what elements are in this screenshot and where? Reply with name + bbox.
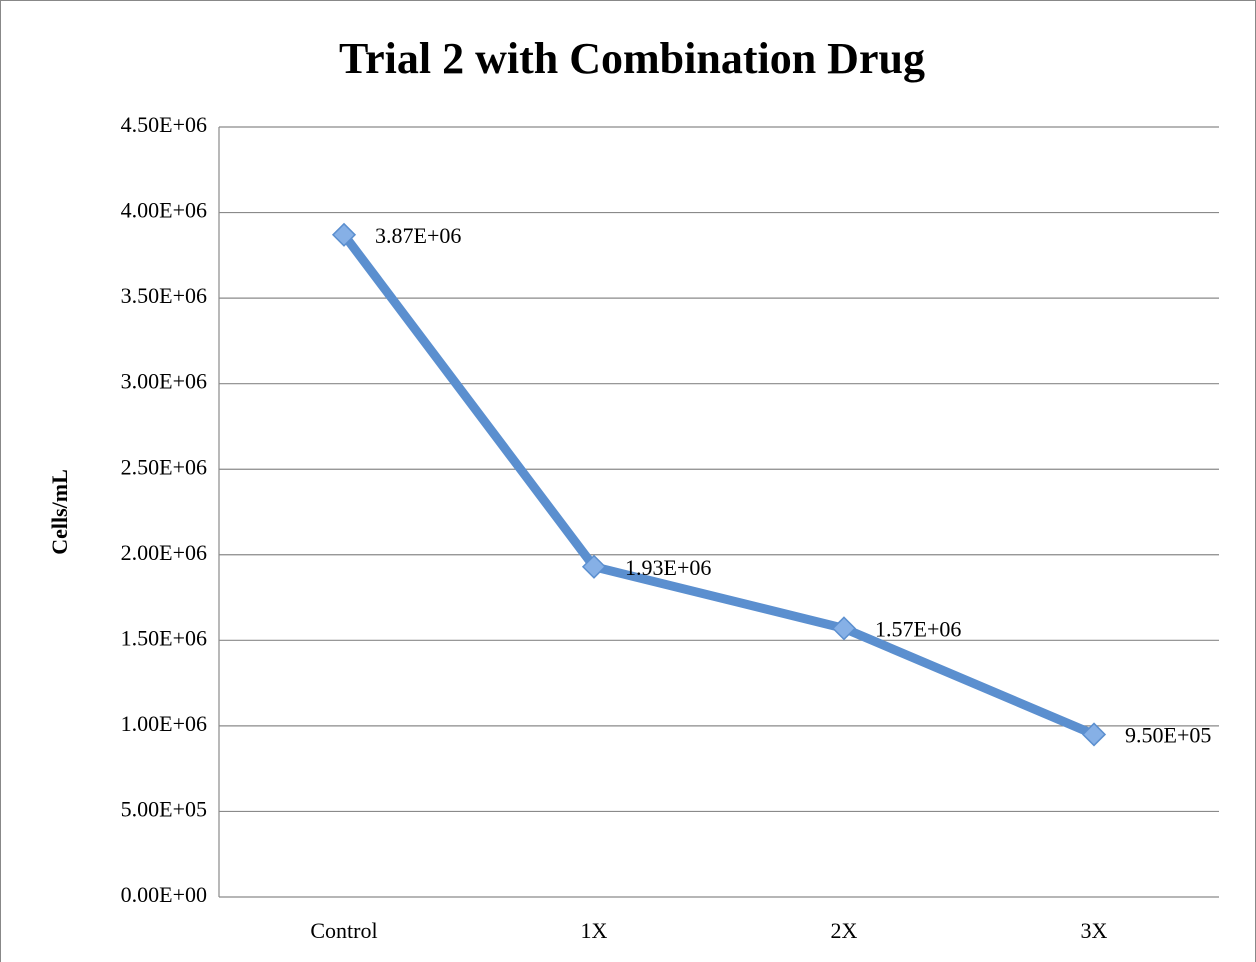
y-tick-label: 2.00E+06: [121, 540, 207, 565]
x-tick-label: 2X: [831, 918, 858, 943]
data-label: 3.87E+06: [375, 223, 461, 248]
data-line: [340, 232, 1096, 739]
x-tick-label: 3X: [1081, 918, 1108, 943]
marker: [331, 222, 357, 247]
marker: [831, 616, 857, 641]
y-axis-label: Cells/mL: [47, 469, 72, 555]
data-label: 9.50E+05: [1125, 722, 1211, 747]
x-tick-label: Control: [310, 918, 377, 943]
y-tick-label: 1.50E+06: [121, 625, 207, 650]
y-tick-label: 4.50E+06: [121, 112, 207, 137]
y-tick-label: 3.50E+06: [121, 283, 207, 308]
y-tick-label: 2.50E+06: [121, 454, 207, 479]
marker: [1081, 722, 1107, 747]
chart-title: Trial 2 with Combination Drug: [339, 34, 925, 83]
y-tick-label: 3.00E+06: [121, 369, 207, 394]
data-label: 1.93E+06: [625, 555, 711, 580]
y-tick-label: 4.00E+06: [121, 198, 207, 223]
y-tick-label: 5.00E+05: [121, 796, 207, 821]
marker: [581, 554, 607, 579]
x-tick-label: 1X: [581, 918, 608, 943]
y-tick-label: 0.00E+00: [121, 882, 207, 907]
y-tick-label: 1.00E+06: [121, 711, 207, 736]
data-label: 1.57E+06: [875, 616, 961, 641]
